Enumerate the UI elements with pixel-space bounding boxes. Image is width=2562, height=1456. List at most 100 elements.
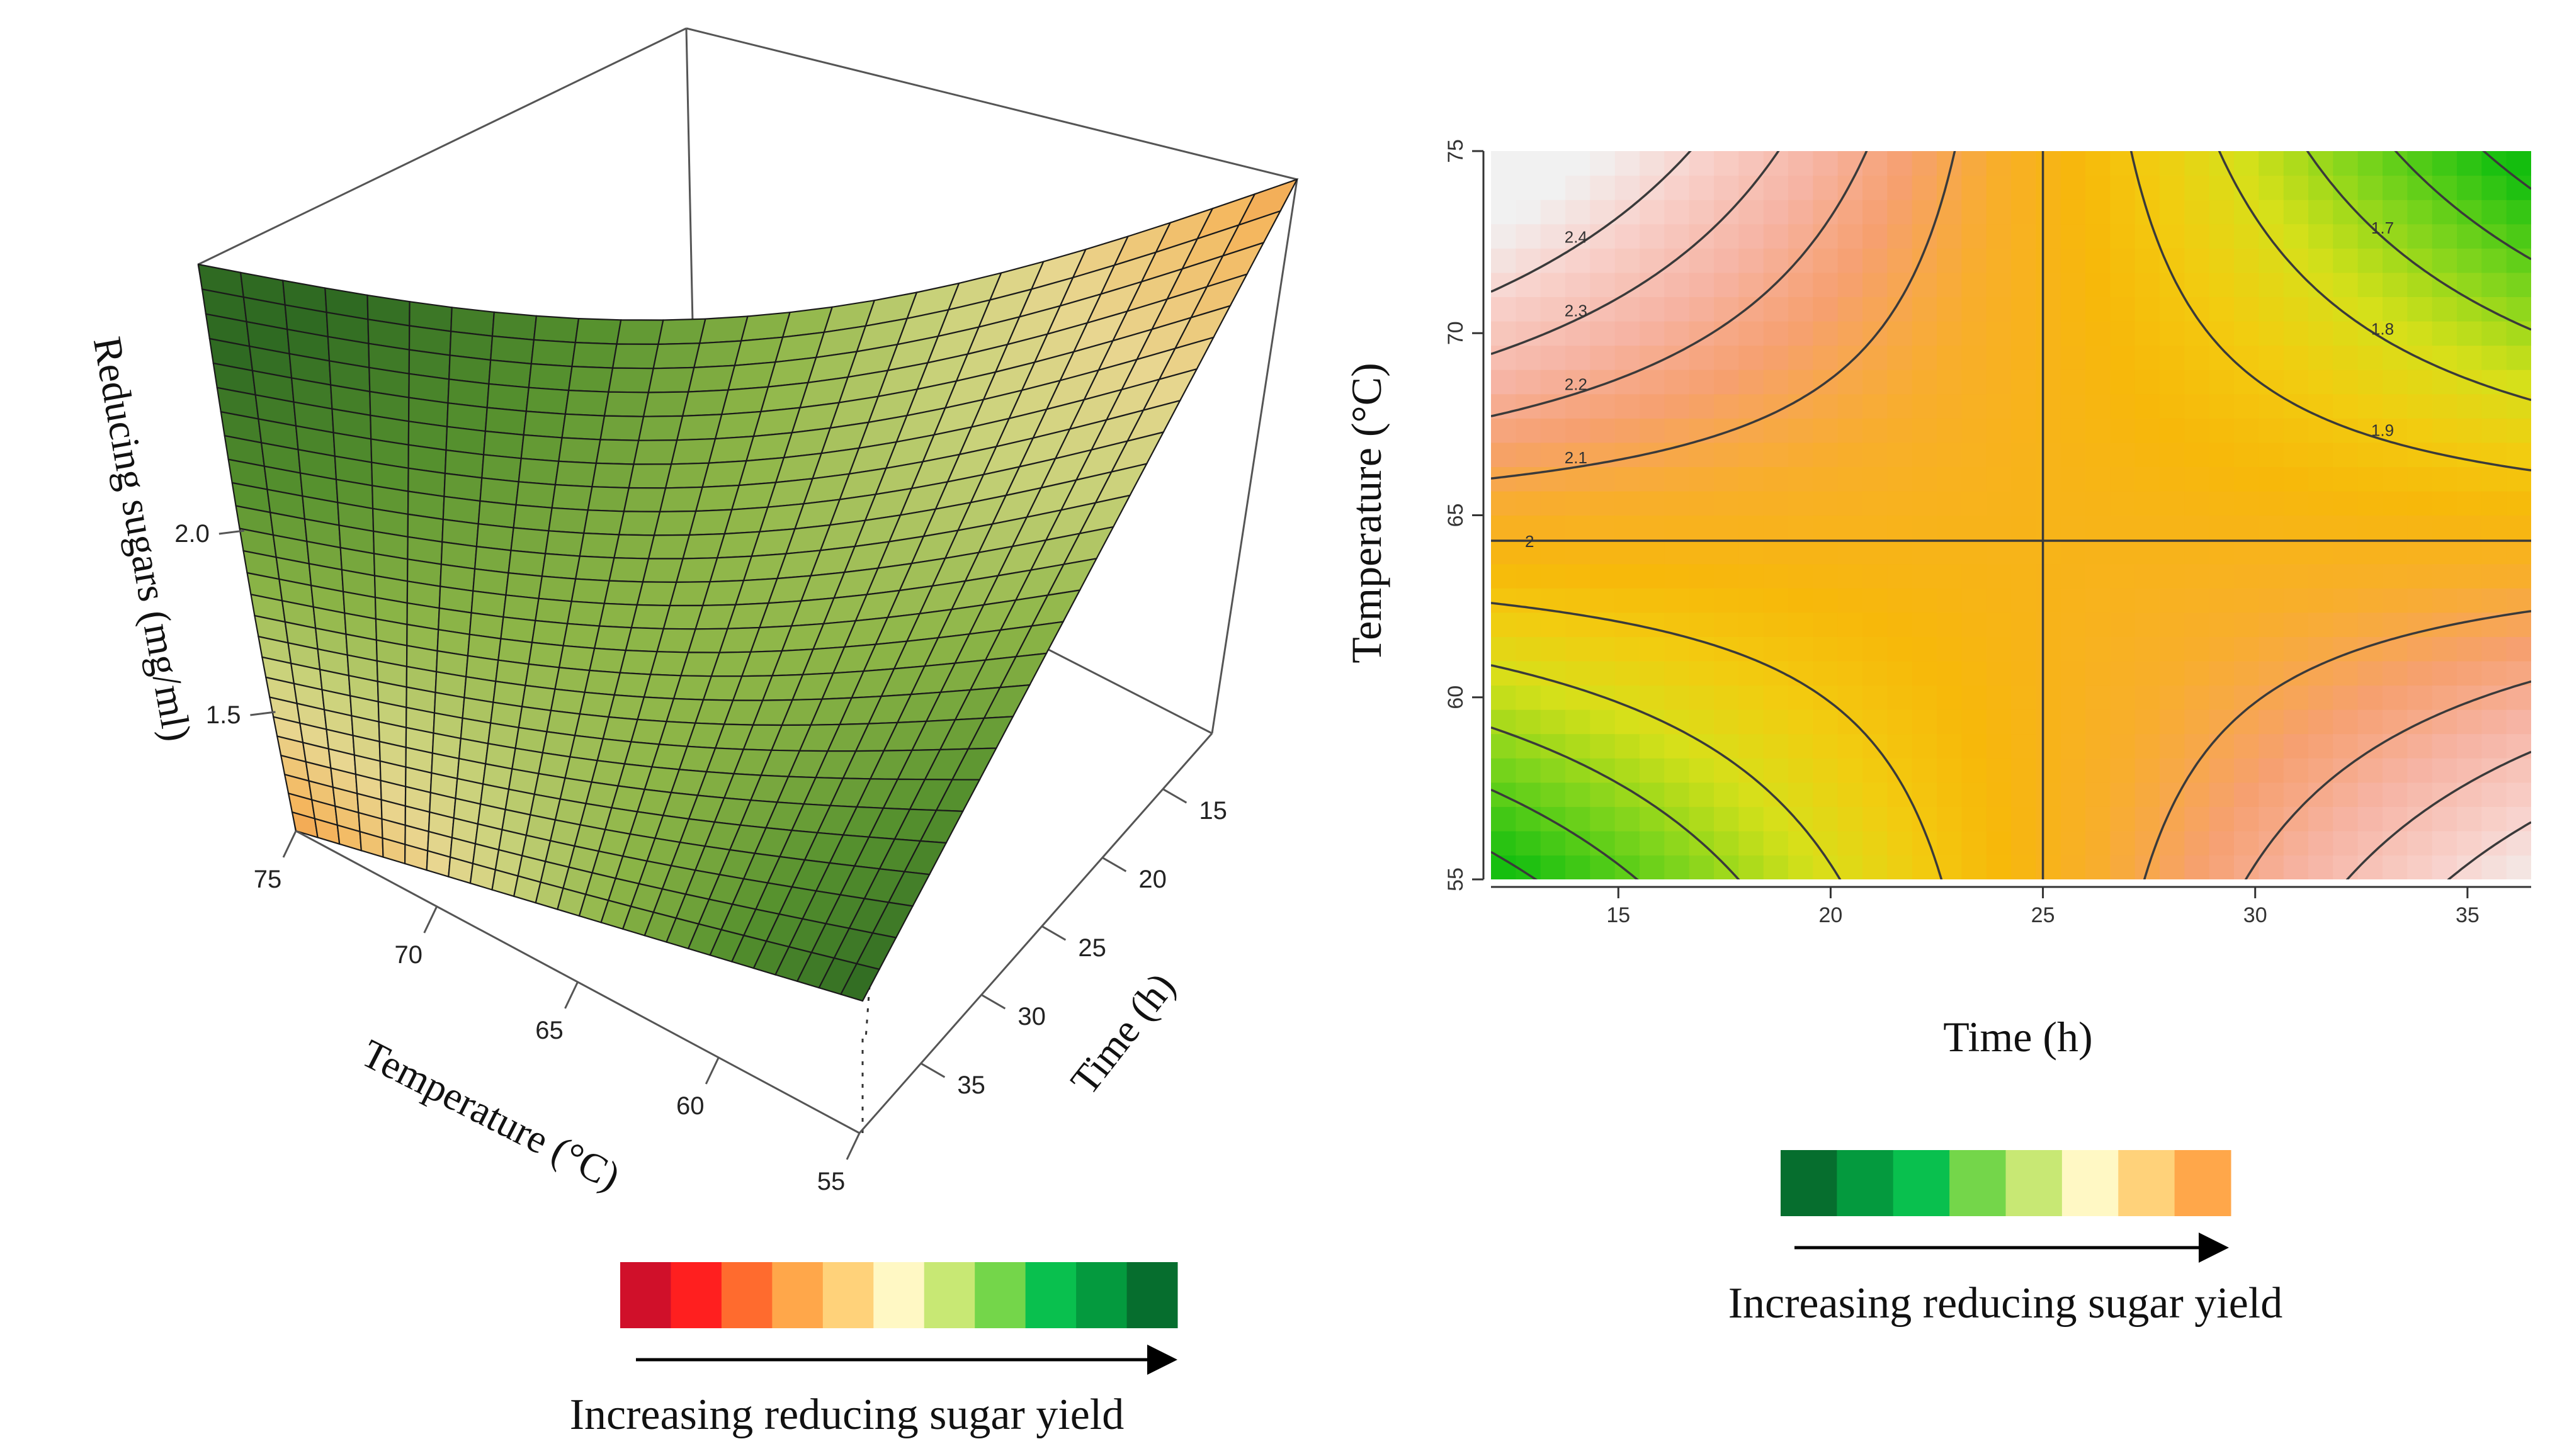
heatmap-cell xyxy=(1590,588,1616,613)
heatmap-cell xyxy=(2407,782,2433,807)
heatmap-cell xyxy=(2036,830,2061,856)
heatmap-cell xyxy=(1689,175,1715,200)
surface-cell xyxy=(523,410,567,439)
heatmap-cell xyxy=(1738,296,1764,322)
heatmap-cell xyxy=(2234,612,2259,637)
heatmap-cell xyxy=(1540,758,1566,783)
heatmap-cell xyxy=(1738,151,1764,176)
heatmap-cell xyxy=(1516,563,1541,589)
heatmap-cell xyxy=(2209,175,2235,200)
heatmap-cell xyxy=(2432,515,2457,540)
heatmap-cell xyxy=(2110,539,2136,565)
heatmap-cell xyxy=(2134,418,2160,443)
y-tick-label: 70 xyxy=(1444,321,1468,345)
heatmap-cell xyxy=(2110,223,2136,249)
heatmap-cell xyxy=(2283,200,2309,225)
surface-cell xyxy=(616,319,664,346)
heatmap-cell xyxy=(2506,636,2531,662)
heatmap-cell xyxy=(1565,418,1590,443)
heatmap-cell xyxy=(2357,370,2383,395)
heatmap-cell xyxy=(2209,248,2235,273)
heatmap-cell xyxy=(2481,733,2507,759)
heatmap-cell xyxy=(1540,855,1566,879)
heatmap-cell xyxy=(1912,855,1937,879)
heatmap-cell xyxy=(2457,248,2482,273)
heatmap-cell xyxy=(2333,175,2359,200)
heatmap-cell xyxy=(1862,248,1888,273)
heatmap-cell xyxy=(1961,539,1987,565)
heatmap-cell xyxy=(2110,490,2136,516)
heatmap-cell xyxy=(2184,709,2210,735)
heatmap-cell xyxy=(1813,660,1839,686)
heatmap-cell xyxy=(2283,685,2309,710)
heatmap-cell xyxy=(2259,418,2284,443)
heatmap-cell xyxy=(2011,442,2036,467)
surface-cell xyxy=(593,625,633,652)
heatmap-cell xyxy=(2134,151,2160,176)
heatmap-cell xyxy=(1640,636,1665,662)
heatmap-cell xyxy=(2333,733,2359,759)
heatmap-cell xyxy=(1937,806,1962,832)
heatmap-cell xyxy=(2060,636,2086,662)
contour-plot: 1.7 1.8 1.9 2 2.1 2.2 2.3 2.4 15 20 25 30 35 75 70 65 6… xyxy=(1342,139,2531,1061)
time-tick xyxy=(980,993,1006,1010)
heatmap-cell xyxy=(2134,660,2160,686)
heatmap-cell xyxy=(1491,151,1516,176)
heatmap-cell xyxy=(2011,370,2036,395)
heatmap-cell xyxy=(1887,830,1913,856)
heatmap-cell xyxy=(2110,272,2136,297)
heatmap-cell xyxy=(2209,539,2235,565)
heatmap-cell xyxy=(1986,539,2012,565)
heatmap-cell xyxy=(2308,418,2333,443)
heatmap-cell xyxy=(1565,636,1590,662)
heatmap-cell xyxy=(2481,151,2507,176)
heatmap-cell xyxy=(1590,515,1616,540)
heatmap-cell xyxy=(1937,442,1962,467)
heatmap-cell xyxy=(1763,296,1789,322)
heatmap-cell xyxy=(1986,466,2012,492)
heatmap-cell xyxy=(2160,151,2185,176)
heatmap-cell xyxy=(1837,490,1863,516)
heatmap-cell xyxy=(2184,830,2210,856)
heatmap-cell xyxy=(2432,588,2457,613)
heatmap-cell xyxy=(2234,588,2259,613)
heatmap-cell xyxy=(1862,393,1888,419)
heatmap-cell xyxy=(1614,830,1640,856)
heatmap-cell xyxy=(2407,733,2433,759)
heatmap-cell xyxy=(1961,830,1987,856)
heatmap-cell xyxy=(2259,175,2284,200)
heatmap-cell xyxy=(1664,490,1690,516)
heatmap-cell xyxy=(2160,200,2185,225)
heatmap-cell xyxy=(1837,272,1863,297)
heatmap-cell xyxy=(1738,442,1764,467)
heatmap-cell xyxy=(1912,175,1937,200)
heatmap-cell xyxy=(1614,588,1640,613)
heatmap-cell xyxy=(1788,758,1813,783)
heatmap-cell xyxy=(1516,855,1541,879)
heatmap-cell xyxy=(1788,806,1813,832)
contour-label: 2.4 xyxy=(1565,228,1587,247)
heatmap-cell xyxy=(1912,490,1937,516)
heatmap-cell xyxy=(2457,806,2482,832)
contour-line xyxy=(1491,151,1956,480)
heatmap-cell xyxy=(2060,345,2086,370)
heatmap-cell xyxy=(1986,758,2012,783)
heatmap-cell xyxy=(2481,588,2507,613)
heatmap-cell xyxy=(1540,151,1566,176)
heatmap-cell xyxy=(1516,442,1541,467)
heatmap-cell xyxy=(1491,806,1516,832)
heatmap-cell xyxy=(2457,733,2482,759)
heatmap-cell xyxy=(1763,830,1789,856)
heatmap-cell xyxy=(1912,370,1937,395)
heatmap-cell xyxy=(1912,393,1937,419)
heatmap-cell xyxy=(1738,782,1764,807)
heatmap-cell xyxy=(2011,175,2036,200)
heatmap-cell xyxy=(1738,733,1764,759)
heatmap-cell xyxy=(1961,515,1987,540)
heatmap-cell xyxy=(1590,393,1616,419)
heatmap-cell xyxy=(2308,685,2333,710)
surface-cell xyxy=(528,363,573,392)
heatmap-cell xyxy=(1887,733,1913,759)
heatmap-cell xyxy=(1937,588,1962,613)
